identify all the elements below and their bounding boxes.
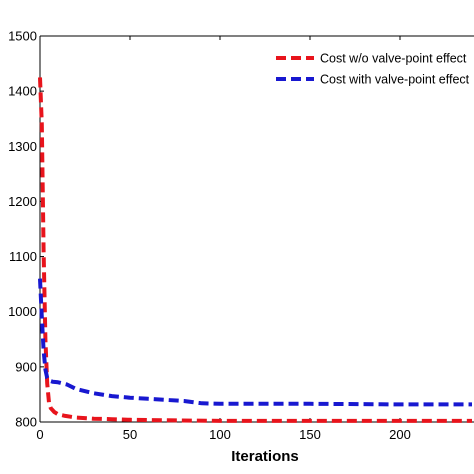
plot-frame bbox=[39, 35, 474, 423]
y-tick-label: 1500 bbox=[8, 29, 37, 44]
legend-label-2: Cost with valve-point effect bbox=[320, 73, 470, 87]
y-tick-label: 1100 bbox=[9, 249, 37, 264]
y-tick-label: 1000 bbox=[8, 304, 37, 319]
series-lines bbox=[38, 77, 472, 423]
x-tick-label: 150 bbox=[299, 427, 321, 442]
series-line-2 bbox=[38, 278, 472, 407]
legend-label-1: Cost w/o valve-point effect bbox=[320, 52, 467, 66]
legend: Cost w/o valve-point effect Cost with val… bbox=[276, 52, 470, 87]
y-tick-label: 1300 bbox=[8, 139, 37, 154]
x-tick-label: 0 bbox=[36, 427, 43, 442]
y-tick-label: 1200 bbox=[8, 194, 37, 209]
x-axis-title: Iterations bbox=[231, 448, 299, 465]
series-line-1 bbox=[38, 77, 472, 423]
x-axis: 0 50 100 150 200 bbox=[36, 36, 411, 442]
x-tick-label: 100 bbox=[209, 427, 231, 442]
y-tick-label: 1400 bbox=[8, 84, 37, 99]
y-tick-label: 800 bbox=[15, 415, 37, 430]
x-tick-label: 50 bbox=[123, 427, 137, 442]
x-tick-label: 200 bbox=[389, 427, 411, 442]
y-axis: 800 900 1000 1100 1200 1300 1400 1500 bbox=[8, 29, 44, 430]
y-tick-label: 900 bbox=[15, 359, 37, 374]
